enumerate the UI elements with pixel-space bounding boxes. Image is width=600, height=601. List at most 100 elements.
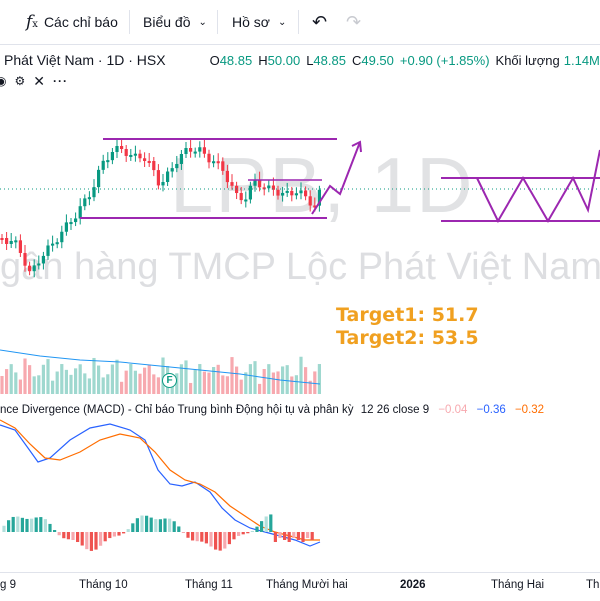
candle-body — [138, 153, 142, 159]
candle-body — [207, 153, 211, 163]
candle-body — [129, 154, 133, 157]
indicators-button[interactable]: fx Các chỉ báo — [26, 0, 118, 44]
target2-annotation[interactable]: Target2: 53.5 — [336, 327, 479, 349]
candle-body — [230, 182, 234, 186]
target1-annotation[interactable]: Target1: 51.7 — [336, 304, 479, 326]
candle-body — [28, 265, 32, 272]
volume-bar — [18, 379, 22, 394]
volume-ma-line — [0, 349, 321, 385]
macd-histogram-bar — [214, 532, 218, 550]
legend-actions: ◉ ⚙ ✕ ··· — [0, 72, 68, 90]
macd-histogram-bar — [264, 516, 268, 532]
xaxis-label: Tháng Hai — [491, 579, 545, 591]
volume-bar — [74, 368, 78, 394]
macd-histogram-bar — [186, 532, 190, 538]
volume-bar — [193, 369, 197, 394]
volume-bar — [285, 365, 289, 394]
macd-histogram-bar — [103, 532, 107, 542]
candle-body — [308, 196, 312, 206]
candle-body — [46, 245, 50, 256]
candle-body — [18, 240, 22, 253]
close-icon[interactable]: ✕ — [33, 72, 45, 89]
volume-group — [0, 349, 321, 394]
eye-icon[interactable]: ◉ — [0, 74, 7, 88]
time-axis[interactable]: g 9 Tháng 10 Tháng 11 Tháng Mười hai 202… — [0, 572, 600, 601]
volume-bar — [248, 364, 252, 394]
volume-bar — [212, 367, 216, 394]
candle-body — [225, 170, 229, 183]
more-icon[interactable]: ··· — [52, 74, 68, 88]
macd-histogram-bar — [227, 532, 231, 545]
macd-histogram-bar — [232, 532, 236, 540]
volume-bar — [23, 358, 27, 394]
candle-body — [262, 187, 266, 190]
macd-histogram-bar — [71, 532, 75, 540]
macd-histogram-bar — [273, 532, 277, 542]
macd-histogram-bar — [85, 532, 89, 550]
xaxis-label: Tháng 10 — [79, 579, 128, 591]
undo-icon[interactable]: ↶ — [312, 11, 328, 32]
candle-body — [23, 252, 27, 266]
macd-histogram-bar — [310, 532, 314, 540]
candle-body — [189, 148, 193, 152]
candle-body — [124, 149, 128, 156]
volume-bar — [51, 380, 55, 394]
candle-body — [9, 241, 13, 244]
candle-body — [143, 158, 147, 161]
signal-value: −0.32 — [514, 404, 545, 416]
macd-histogram-bar — [260, 521, 264, 532]
volume-bar — [184, 360, 188, 394]
macd-histogram-bar — [283, 532, 287, 540]
volume-bar — [97, 365, 101, 394]
xaxis-label: g 9 — [0, 579, 16, 591]
candle-body — [0, 238, 4, 240]
volume-bar — [133, 370, 137, 394]
candle-body — [239, 193, 243, 201]
candle-body — [304, 190, 308, 197]
volume-bar — [37, 375, 41, 394]
volume-bar — [271, 372, 275, 394]
profile-button[interactable]: Hồ sơ ⌄ — [232, 0, 286, 44]
candle-body — [258, 179, 262, 188]
ohlc-low: L48.85 — [306, 52, 346, 68]
candles-group — [0, 138, 321, 278]
macd-title[interactable]: nce Divergence (MACD) - Chỉ báo Trung bì… — [0, 404, 354, 416]
toolbar-divider — [129, 10, 130, 34]
candle-body — [5, 238, 9, 244]
macd-histogram-bar — [296, 532, 300, 540]
candle-body — [317, 189, 321, 206]
candle-body — [281, 192, 285, 196]
volume-bar — [124, 370, 128, 394]
candle-body — [313, 205, 317, 208]
macd-histogram-bar — [48, 523, 52, 532]
candle-body — [244, 199, 248, 202]
volume-bar — [106, 374, 110, 394]
macd-histogram-bar — [131, 523, 135, 532]
volume-bar — [41, 364, 45, 394]
macd-histogram-bar — [99, 532, 103, 546]
volume-bar — [64, 369, 68, 394]
macd-histogram-bar — [269, 514, 273, 532]
macd-histogram-bar — [11, 516, 15, 532]
event-badge[interactable]: F — [162, 373, 177, 388]
volume-bar — [290, 376, 294, 394]
redo-icon[interactable]: ↷ — [346, 11, 362, 32]
toolbar-divider — [298, 10, 299, 34]
gear-icon[interactable]: ⚙ — [14, 74, 26, 88]
macd-histogram-bar — [149, 517, 153, 532]
volume-bar — [138, 373, 142, 394]
candle-body — [87, 197, 91, 200]
volume-bar — [189, 382, 193, 394]
candle-body — [276, 189, 280, 196]
symbol-title[interactable]: Phát Việt Nam · 1D · HSX — [4, 52, 166, 68]
candle-body — [179, 153, 183, 164]
volume-bar — [258, 383, 262, 394]
macd-histogram-bar — [209, 532, 213, 547]
macd-histogram-bar — [218, 532, 222, 551]
candle-body — [166, 171, 170, 183]
macd-histogram-bar — [292, 532, 296, 538]
candle-body — [216, 161, 220, 164]
chart-type-button[interactable]: Biểu đồ ⌄ — [143, 0, 207, 44]
macd-histogram-bar — [7, 520, 11, 532]
